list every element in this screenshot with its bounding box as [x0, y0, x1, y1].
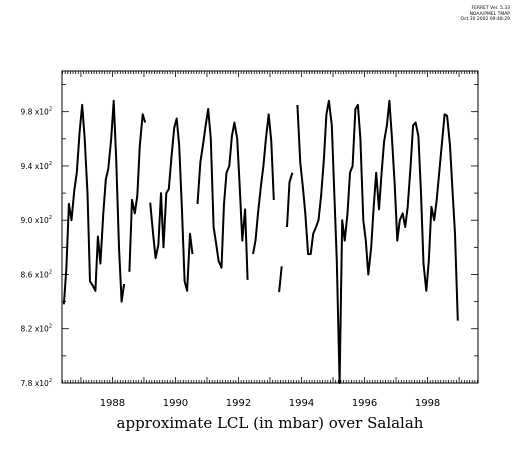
axis-ticks	[62, 71, 478, 384]
x-tick-label: 1988	[100, 398, 125, 409]
y-tick-label: 8.6 x102	[21, 269, 52, 279]
data-series	[62, 99, 459, 384]
y-tick-label: 9.4 x102	[21, 161, 52, 171]
x-tick-label: 1990	[163, 398, 188, 409]
software-stamp: FERRET Ver. 5.33 NOAA/PMEL TMAP Oct 30 2…	[461, 6, 510, 23]
stamp-version: FERRET Ver. 5.33	[471, 6, 510, 11]
x-axis-label: approximate LCL (in mbar) over Salalah	[117, 414, 424, 432]
x-tick-label: 1998	[415, 398, 440, 409]
series-line-segment	[62, 99, 126, 305]
x-tick-label: 1996	[352, 398, 377, 409]
series-line-segment	[149, 117, 194, 292]
stamp-date: Oct 30 2002 09:48:29	[460, 17, 510, 22]
y-tick-label: 9.8 x102	[21, 107, 52, 117]
y-tick-label: 8.2 x102	[21, 324, 52, 334]
series-line-segment	[286, 172, 294, 228]
series-line-segment	[278, 266, 283, 293]
series-line-segment	[196, 108, 249, 280]
x-tick-label: 1992	[226, 398, 251, 409]
series-line-segment	[252, 113, 275, 255]
series-line-segment	[128, 113, 147, 272]
y-tick-label: 9.0 x102	[21, 215, 52, 225]
series-line-segment	[296, 99, 459, 384]
y-tick-label: 7.8 x102	[21, 378, 52, 388]
y-tick-labels: 7.8 x102 8.2 x102 8.6 x102 9.0 x102 9.4 x102…	[21, 107, 52, 388]
x-tick-labels: 1988 1990 1992 1994 1996 1998	[100, 398, 441, 409]
stamp-org: NOAA/PMEL TMAP	[469, 11, 510, 17]
x-tick-label: 1994	[289, 398, 314, 409]
